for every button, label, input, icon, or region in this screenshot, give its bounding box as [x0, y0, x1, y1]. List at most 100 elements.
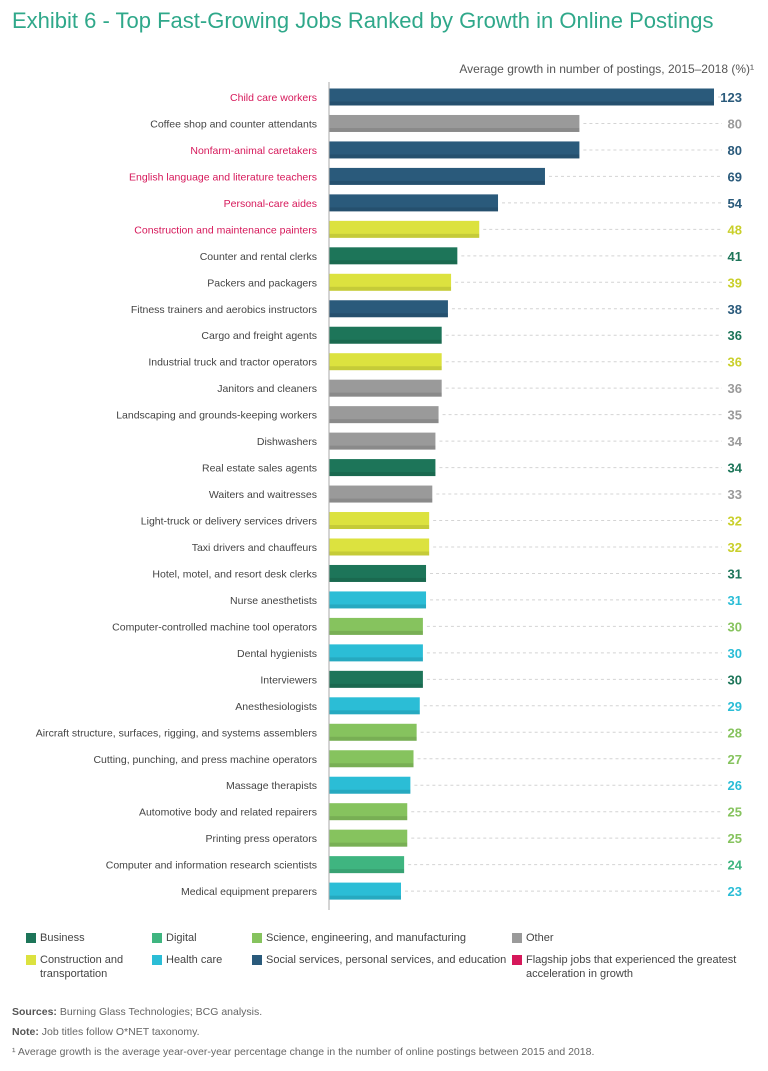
value-label: 33: [728, 487, 742, 502]
bar-shade: [329, 763, 414, 768]
legend-flagship: Flagship jobs that experienced the great…: [512, 953, 747, 981]
bar: [329, 247, 458, 265]
value-label: 24: [728, 858, 743, 873]
bar: [329, 326, 442, 344]
bar: [329, 167, 545, 185]
bar-label: Fitness trainers and aerobics instructor…: [131, 304, 317, 316]
chart-title: Exhibit 6 - Top Fast-Growing Jobs Ranked…: [12, 8, 714, 33]
bar-shade: [329, 657, 423, 662]
value-label: 54: [728, 196, 743, 211]
bar-chart: Child care workers 123 Coffee shop and cou…: [36, 82, 743, 910]
bar-shade: [329, 789, 411, 794]
bar-shade: [329, 286, 452, 291]
value-label: 32: [728, 514, 742, 529]
bar-shade: [329, 895, 401, 900]
value-label: 30: [728, 672, 742, 687]
bar-label: Cutting, punching, and press machine ope…: [93, 754, 317, 766]
bar: [329, 829, 408, 847]
bar: [329, 617, 423, 635]
bar-shade: [329, 604, 427, 609]
bar-shade: [329, 525, 430, 530]
legend-construction: Construction and transportation: [26, 953, 146, 981]
bar-shade: [329, 445, 436, 450]
value-label: 36: [728, 381, 742, 396]
bar-label: Printing press operators: [206, 833, 317, 845]
bar-label: Industrial truck and tractor operators: [148, 357, 317, 369]
bar-label: Taxi drivers and chauffeurs: [192, 542, 317, 554]
bar-label: Child care workers: [230, 92, 317, 104]
value-label: 31: [728, 593, 742, 608]
bar-label: Nonfarm-animal caretakers: [190, 145, 317, 157]
bar-shade: [329, 816, 408, 821]
bar-label: Nurse anesthetists: [230, 595, 317, 607]
bar: [329, 512, 430, 530]
bar-label: Construction and maintenance painters: [134, 224, 317, 236]
value-label: 32: [728, 540, 742, 555]
bar-label: Medical equipment preparers: [181, 886, 317, 898]
bar: [329, 591, 427, 609]
bar: [329, 379, 442, 397]
bar-shade: [329, 180, 545, 185]
bar-shade: [329, 127, 580, 132]
note: Note: Job titles follow O*NET taxonomy.: [12, 1026, 200, 1038]
value-label: 25: [728, 831, 742, 846]
bar: [329, 564, 427, 582]
value-label: 80: [728, 143, 742, 158]
value-label: 35: [728, 408, 742, 423]
legend-swatch: [252, 933, 262, 943]
bar-shade: [329, 207, 499, 212]
legend-swatch: [512, 933, 522, 943]
bar: [329, 406, 439, 424]
bar: [329, 88, 714, 106]
bar: [329, 697, 420, 715]
footnote: ¹ Average growth is the average year-ove…: [12, 1046, 595, 1058]
bar-shade: [329, 577, 427, 582]
legend-swatch: [26, 933, 36, 943]
bar: [329, 644, 423, 662]
bar-shade: [329, 392, 442, 397]
value-label: 34: [728, 461, 743, 476]
bar-shade: [329, 472, 436, 477]
value-label: 30: [728, 619, 742, 634]
value-label: 30: [728, 646, 742, 661]
legend-swatch: [152, 933, 162, 943]
bar-label: Dishwashers: [257, 436, 317, 448]
value-label: 34: [728, 434, 743, 449]
bar: [329, 300, 448, 318]
bar-label: Interviewers: [260, 674, 317, 686]
chart-subtitle: Average growth in number of postings, 20…: [459, 62, 754, 76]
value-label: 80: [728, 116, 742, 131]
bar-label: Anesthesiologists: [235, 701, 317, 713]
bar-shade: [329, 869, 405, 874]
value-label: 23: [728, 884, 742, 899]
bar: [329, 220, 480, 238]
bar-shade: [329, 630, 423, 635]
bar-label: Light-truck or delivery services drivers: [141, 516, 317, 528]
bar: [329, 141, 580, 159]
bar-label: Janitors and cleaners: [217, 383, 317, 395]
legend-other: Other: [512, 931, 612, 945]
bar: [329, 882, 401, 900]
value-label: 123: [720, 90, 742, 105]
legend-social: Social services, personal services, and …: [252, 953, 512, 967]
bar: [329, 538, 430, 556]
bar: [329, 353, 442, 371]
legend-health: Health care: [152, 953, 242, 967]
bar-label: Massage therapists: [226, 780, 317, 792]
bar-shade: [329, 233, 480, 238]
sources: Sources: Burning Glass Technologies; BCG…: [12, 1006, 263, 1018]
bar-shade: [329, 710, 420, 715]
bar-label: Packers and packagers: [207, 277, 317, 289]
value-label: 41: [728, 249, 742, 264]
legend-swatch: [152, 955, 162, 965]
legend-swatch: [26, 955, 36, 965]
value-label: 39: [728, 275, 742, 290]
bar-label: Personal-care aides: [224, 198, 317, 210]
bar: [329, 485, 433, 503]
bar: [329, 750, 414, 768]
value-label: 36: [728, 328, 742, 343]
bar: [329, 723, 417, 741]
legend-swatch: [252, 955, 262, 965]
bar-label: Waiters and waitresses: [209, 489, 317, 501]
bar-shade: [329, 154, 580, 159]
